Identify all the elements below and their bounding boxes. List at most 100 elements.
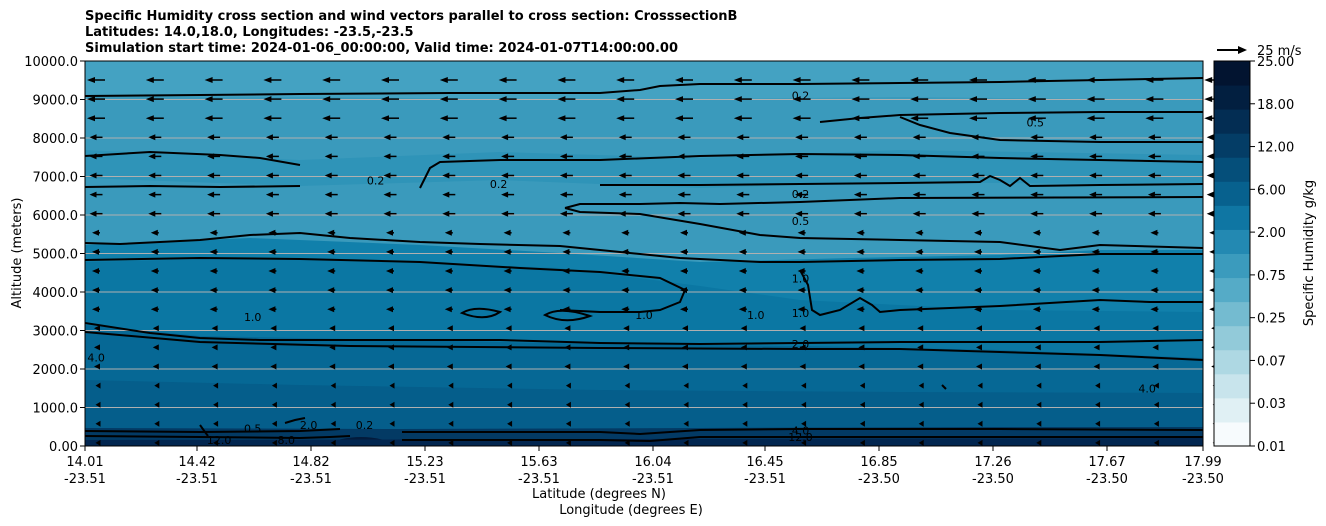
wind-vector-head [740, 325, 747, 332]
wind-vector-head [148, 191, 156, 198]
wind-vector-head [1093, 325, 1100, 332]
wind-vector-head [742, 439, 748, 446]
wind-vector-head [1152, 344, 1159, 351]
wind-vector-head [386, 248, 393, 255]
wind-vector-head [92, 248, 99, 255]
wind-vector-head [801, 439, 807, 446]
wind-vector-head [624, 401, 630, 408]
wind-vector-head [859, 420, 865, 427]
wind-vector-head [797, 287, 805, 294]
wind-vector-head [974, 268, 981, 274]
wind-vector-head [853, 191, 861, 198]
wind-vector-head [150, 268, 158, 274]
wind-vector-head [324, 191, 332, 198]
contour-label: 4.0 [792, 425, 810, 438]
wind-vector-head [1030, 153, 1038, 160]
wind-vector-head [1150, 248, 1158, 255]
wind-vector-head [677, 134, 685, 141]
wind-vector-head [740, 363, 747, 370]
wind-vector-head [327, 306, 335, 313]
wind-vector-head [680, 306, 687, 313]
contour-line [85, 322, 1203, 346]
wind-vector-head [918, 401, 924, 408]
wind-vector-head [742, 382, 748, 389]
contour-label: 1.0 [635, 309, 653, 322]
wind-vector-head [268, 287, 276, 294]
chart-title-line-3: Simulation start time: 2024-01-06_00:00:… [85, 41, 678, 56]
wind-vector-head [564, 363, 571, 370]
wind-vector-head [1086, 115, 1095, 122]
wind-vector-head [738, 248, 746, 255]
wind-vector-head [682, 363, 688, 370]
wind-vector-head [971, 153, 979, 160]
wind-vector-head [444, 287, 452, 294]
wind-vector-head [1089, 134, 1097, 141]
wind-vector-head [95, 439, 101, 446]
wind-vector-head [1027, 77, 1036, 83]
wind-vector-head [442, 172, 450, 179]
contour-line [459, 307, 503, 319]
x-tick-longitude: -23.51 [518, 472, 560, 487]
x-tick-longitude: -23.51 [744, 472, 786, 487]
wind-vector-head [89, 210, 97, 217]
wind-vector-head [795, 153, 803, 160]
y-tick-label: 7000.0 [33, 171, 79, 186]
wind-vector-head [557, 77, 566, 83]
wind-vector-head [618, 134, 626, 141]
x-tick-longitude: -23.51 [290, 472, 332, 487]
wind-vector-head [856, 248, 864, 255]
y-tick-label: 2000.0 [33, 363, 79, 378]
wind-vector-head [268, 268, 276, 274]
wind-vector-head [503, 248, 511, 255]
wind-vector-head [388, 344, 394, 351]
wind-vector-head [977, 401, 983, 408]
colorbar-segment [1214, 61, 1250, 86]
wind-vector-head [442, 134, 450, 141]
wind-vector-head [263, 77, 272, 83]
wind-vector-head [442, 191, 450, 198]
wind-vector-head [736, 191, 744, 198]
wind-vector-head [389, 439, 395, 446]
colorbar-tick-label: 2.00 [1257, 226, 1286, 241]
wind-vector-head [324, 172, 332, 179]
contour-label: 2.0 [792, 338, 810, 351]
wind-vector-head [859, 401, 865, 408]
wind-vector-head [912, 172, 920, 179]
wind-vector-head [503, 306, 511, 313]
wind-vector-head [1145, 96, 1154, 103]
x-tick-longitude: -23.51 [404, 472, 446, 487]
wind-vector-head [207, 210, 215, 217]
wind-vector-head [150, 287, 158, 294]
wind-vector-head [439, 96, 448, 103]
colorbar-segment [1214, 109, 1250, 134]
x-tick-latitude: 17.99 [1184, 455, 1221, 470]
wind-vector-head [736, 153, 744, 160]
wind-vector-head [209, 229, 217, 236]
wind-vector-head [683, 439, 689, 446]
wind-vector-head [207, 153, 215, 160]
wind-vector-head [742, 401, 748, 408]
wind-vector-head [853, 153, 861, 160]
wind-vector-head [976, 363, 982, 370]
wind-vector-head [207, 172, 215, 179]
wind-vector-head [562, 287, 570, 294]
wind-vector-head [977, 420, 983, 427]
contour-line [564, 196, 1203, 209]
wind-vector-head [797, 229, 805, 236]
wind-vector-head [383, 134, 391, 141]
colorbar-segment [1214, 421, 1250, 447]
wind-vector-head [677, 191, 685, 198]
wind-vector-head [95, 420, 101, 427]
colorbar-tick-label: 0.25 [1257, 312, 1286, 327]
wind-vector-head [1089, 153, 1097, 160]
wind-vector-head [851, 96, 860, 103]
wind-vector-head [507, 382, 513, 389]
wind-vector-head [623, 325, 630, 332]
colorbar-frame [1213, 60, 1251, 447]
wind-vector-head [917, 344, 924, 351]
wind-vector-head [1147, 172, 1155, 179]
wind-vector-head [1206, 153, 1214, 160]
colorbar-tick-label: 6.00 [1257, 183, 1286, 198]
wind-vector-head [148, 153, 156, 160]
x-tick-longitude: -23.50 [1086, 472, 1128, 487]
